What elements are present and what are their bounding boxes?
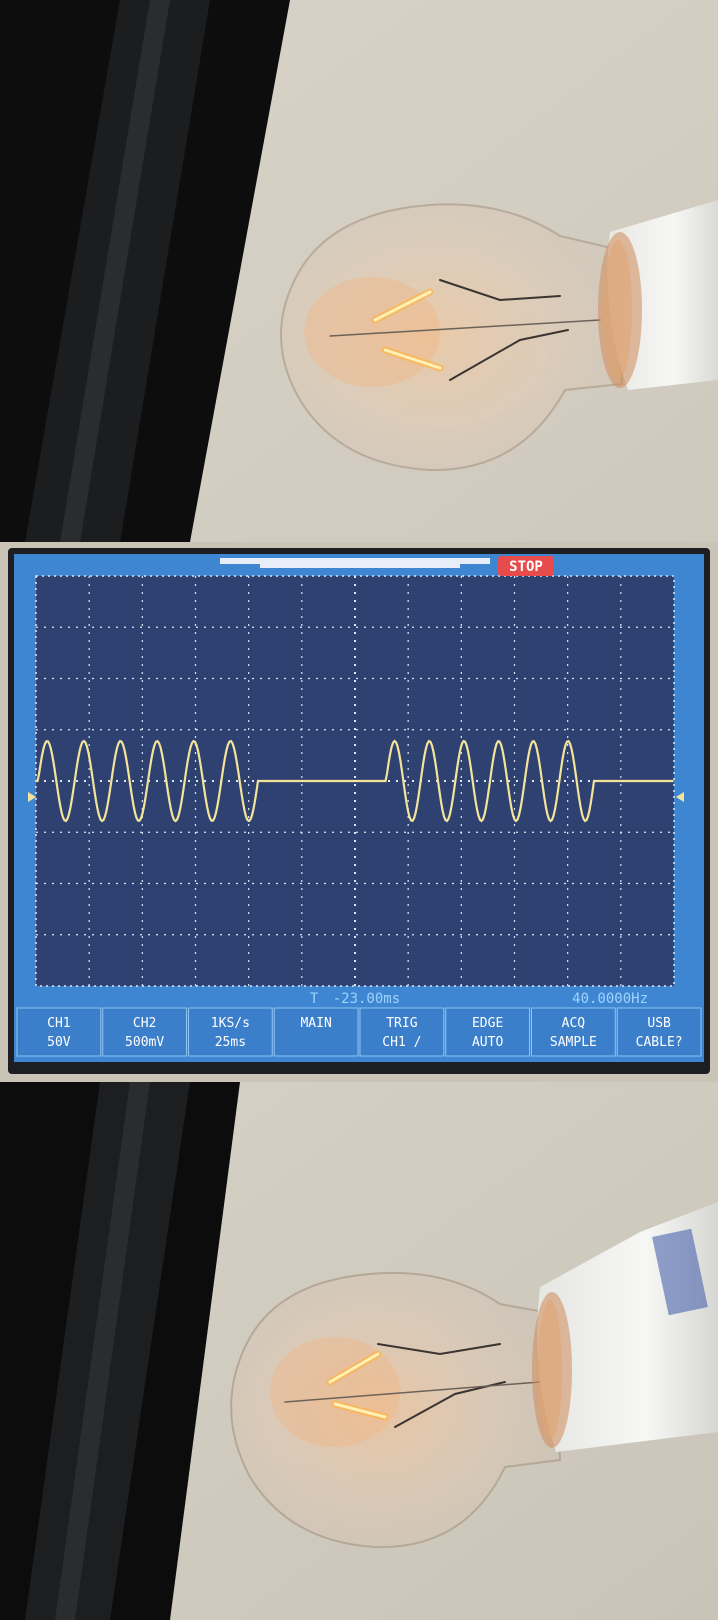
ch1-trace [36,739,674,823]
softkey-box [359,1007,445,1057]
bulb-photo-bottom [0,1082,718,1620]
softkey-top-label: CH1 [47,1016,70,1031]
horizontal-position: -23.00ms [333,991,400,1007]
softkey-8[interactable]: USB CABLE? [616,1007,702,1057]
socket-top [598,200,718,390]
memory-bar [220,558,490,564]
run-status: STOP [509,559,543,575]
softkey-box [616,1007,702,1057]
frequency-readout: 40.0000Hz [572,991,648,1007]
oscilloscope-display: STOP T -23.00ms 40.0000Hz CH1 50V CH2 500mV… [0,542,718,1082]
softkey-top-label: EDGE [472,1016,503,1031]
photo-bulb-bottom [0,1082,718,1620]
softkey-box [445,1007,530,1057]
memory-window [260,564,460,568]
bulb-photo-top [0,0,718,542]
softkey-box [531,1007,616,1057]
softkey-top-label: USB [647,1016,671,1031]
softkey-top-label: 1KS/s [211,1016,250,1031]
softkey-top-label: TRIG [386,1016,417,1031]
softkey-bottom-label: 50V [47,1035,71,1050]
filament-bottom [284,1343,541,1428]
trigger-marker: T [310,991,319,1007]
socket-bottom [532,1202,718,1452]
socket-label [652,1228,708,1316]
softkey-bottom-label: CH1 / [382,1035,421,1050]
softkey-bottom-label: AUTO [472,1035,503,1050]
softkey-2[interactable]: CH2 500mV [102,1007,187,1057]
trigger-level-marker [676,792,684,802]
photo-bulb-top [0,0,718,542]
softkey-bottom-label: 25ms [215,1035,246,1050]
bulb-glass-bottom [230,1271,562,1549]
filament-top [329,279,601,381]
softkey-top-label: MAIN [300,1016,331,1031]
oscilloscope-svg: STOP T -23.00ms 40.0000Hz CH150VCH2500mV… [0,542,718,1082]
softkey-3[interactable]: 1KS/s 25ms [188,1007,273,1057]
softkey-bottom-label: SAMPLE [550,1035,597,1050]
softkey-box [188,1007,273,1057]
ch1-level-marker [28,792,36,802]
softkey-5[interactable]: TRIG CH1 / [359,1007,445,1057]
waveform-trace [36,739,674,823]
softkey-top-label: ACQ [562,1016,586,1031]
softkey-4[interactable]: MAIN [273,1007,359,1057]
softkey-7[interactable]: ACQ SAMPLE [531,1007,616,1057]
stop-badge [498,556,554,576]
softkey-top-label: CH2 [133,1016,156,1031]
softkey-box [102,1007,187,1057]
svg-text:T -23.00ms: T -23.00ms [310,991,400,1007]
softkey-6[interactable]: EDGE AUTO [445,1007,530,1057]
softkey-bottom-label: CABLE? [636,1035,683,1050]
softkey-box [16,1007,102,1057]
softkey-bottom-label: 500mV [125,1035,164,1050]
softkey-box [273,1007,359,1057]
